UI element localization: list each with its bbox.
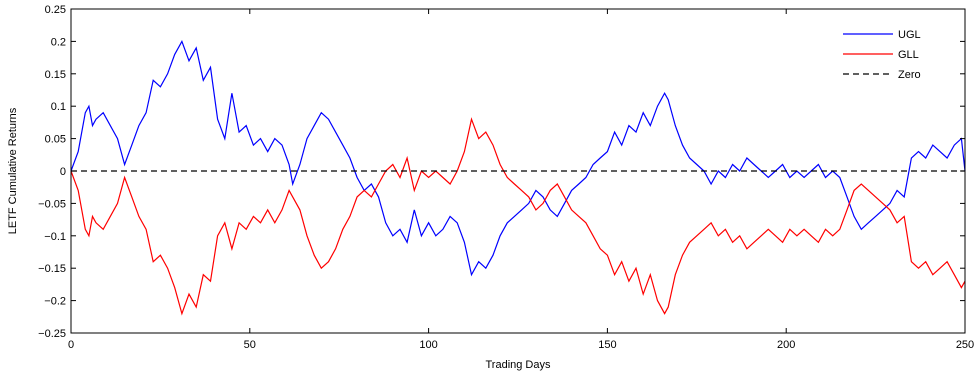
- y-tick-label: −0.15: [38, 263, 66, 275]
- y-tick-label: −0.1: [44, 231, 66, 243]
- legend-label-ugl: UGL: [898, 29, 921, 41]
- x-tick-label: 200: [777, 339, 795, 351]
- y-tick-label: 0.15: [45, 69, 66, 81]
- y-axis-label: LETF Cumulative Returns: [7, 107, 19, 234]
- y-tick-label: 0.2: [51, 36, 66, 48]
- y-tick-label: 0: [60, 166, 66, 178]
- y-tick-label: 0.05: [45, 134, 66, 146]
- x-tick-label: 50: [244, 339, 256, 351]
- x-tick-label: 100: [419, 339, 437, 351]
- y-tick-label: 0.25: [45, 4, 66, 16]
- series-line-gll: [70, 117, 966, 316]
- legend-label-gll: GLL: [898, 49, 919, 61]
- series-line-ugl: [70, 39, 966, 277]
- legend: UGL GLL Zero: [835, 18, 955, 90]
- legend-label-zero: Zero: [898, 69, 921, 81]
- y-tick-label: 0.1: [51, 101, 66, 113]
- y-tick-label: −0.25: [38, 328, 66, 340]
- x-axis-label: Trading Days: [485, 359, 551, 371]
- x-tick-label: 0: [68, 339, 74, 351]
- x-tick-label: 250: [956, 339, 974, 351]
- y-tick-label: −0.05: [38, 198, 66, 210]
- x-tick-label: 150: [598, 339, 616, 351]
- y-tick-label: −0.2: [44, 296, 66, 308]
